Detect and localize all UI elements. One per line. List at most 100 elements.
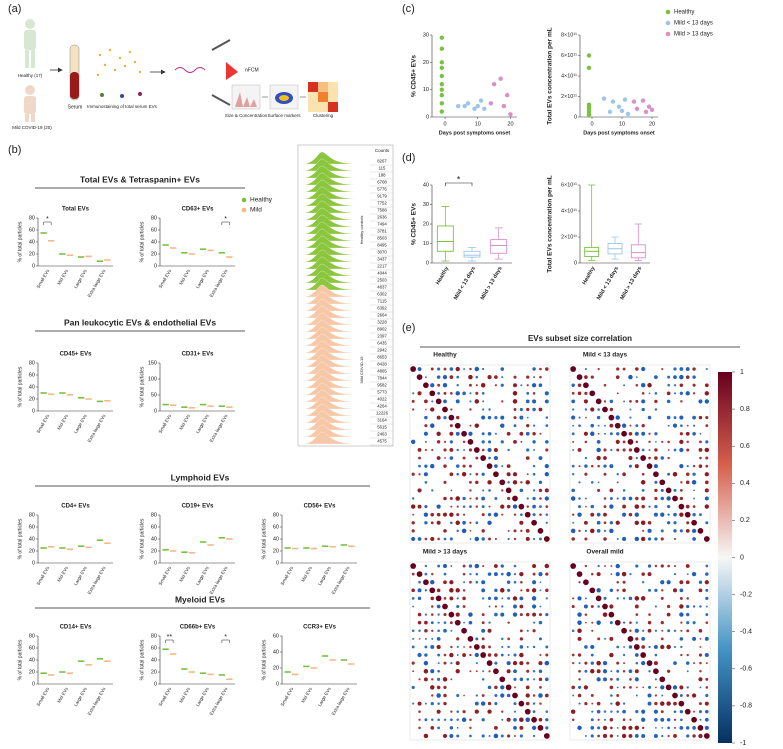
correlation-cell [475, 456, 479, 460]
section-title: Lymphoid EVs [171, 472, 230, 482]
size-histogram [301, 263, 356, 277]
correlation-cell [596, 660, 601, 666]
correlation-cell [512, 383, 518, 388]
count-label: 5773 [377, 390, 387, 395]
correlation-cell [647, 383, 652, 388]
correlation-cell [661, 694, 664, 697]
chart-title: CD4+ EVs [61, 504, 90, 510]
correlation-cell [679, 496, 684, 501]
correlation-cell [590, 464, 594, 468]
correlation-cell [680, 629, 683, 632]
correlation-cell [616, 473, 619, 476]
correlation-cell [436, 604, 441, 609]
matrix-title: Mild < 13 days [583, 352, 628, 359]
correlation-cell [545, 448, 549, 452]
correlation-cell [469, 505, 472, 508]
correlation-cell [436, 693, 441, 698]
correlation-cell [501, 597, 504, 600]
correlation-cell [525, 717, 531, 723]
correlation-cell [693, 662, 696, 665]
correlation-cell [603, 505, 607, 509]
correlation-cell [506, 661, 511, 666]
correlation-cell [417, 367, 422, 371]
correlation-cell [659, 676, 666, 683]
box [436, 225, 454, 252]
correlation-cell [628, 669, 633, 674]
x-tick-label: Extra large EVs [331, 565, 351, 595]
correlation-cell [704, 447, 710, 453]
correlation-cell [469, 645, 472, 649]
correlation-cell [614, 422, 621, 429]
correlation-cell [456, 472, 460, 476]
y-tick-label: 40 [273, 649, 279, 655]
correlation-cell [684, 511, 691, 518]
correlation-cell [506, 580, 511, 584]
correlation-cell [635, 637, 639, 641]
correlation-cell [616, 726, 619, 729]
correlation-cell [622, 725, 627, 730]
correlation-cell [578, 505, 582, 509]
y-tick-label: 20 [273, 548, 279, 554]
correlation-cell [500, 440, 504, 444]
correlation-cell [608, 414, 615, 421]
correlation-cell [686, 448, 690, 452]
correlation-cell [533, 376, 536, 379]
correlation-cell [481, 580, 486, 585]
correlation-cell [412, 408, 415, 411]
x-tick-label: Mid EVs [56, 686, 69, 704]
y-axis-label: % of total particles [261, 518, 267, 559]
correlation-cell [417, 652, 422, 658]
correlation-cell [431, 718, 434, 721]
correlation-cell [646, 463, 653, 469]
correlation-cell [704, 504, 709, 509]
correlation-cell [697, 725, 704, 731]
correlation-cell [437, 621, 440, 624]
correlation-cell [596, 455, 601, 461]
significance-bracket [445, 182, 473, 186]
point [586, 112, 592, 118]
correlation-cell [699, 670, 702, 673]
correlation-cell [418, 473, 421, 476]
y-tick-label: 20 [151, 548, 157, 554]
correlation-cell [699, 718, 702, 721]
correlation-cell [543, 733, 550, 739]
correlation-cell [533, 678, 536, 681]
correlation-cell [545, 505, 549, 508]
correlation-cell [704, 653, 709, 658]
correlation-cell [703, 536, 710, 542]
correlation-cell [526, 448, 530, 452]
correlation-cell [423, 431, 428, 436]
correlation-cell [487, 685, 492, 690]
section-title: Myeloid EVs [175, 594, 225, 604]
correlation-cell [443, 613, 447, 617]
correlation-cell [622, 512, 627, 517]
correlation-cell [469, 424, 472, 427]
correlation-cell [411, 497, 415, 500]
point [439, 46, 445, 51]
correlation-cell [487, 431, 492, 436]
correlation-cell [469, 497, 472, 500]
size-histogram [301, 326, 356, 340]
correlation-cell [661, 726, 664, 729]
significance-bracket [165, 639, 174, 643]
correlation-cell [597, 481, 600, 484]
correlation-cell [417, 537, 422, 541]
correlation-cell [456, 718, 459, 722]
count-label: 7588 [377, 208, 387, 213]
x-tick-label: Large EVs [195, 565, 210, 586]
correlation-cell [475, 472, 479, 476]
correlation-cell [603, 448, 607, 452]
correlation-cell [621, 423, 627, 428]
correlation-cell [647, 620, 652, 625]
correlation-cell [654, 408, 658, 411]
correlation-cell [653, 661, 658, 666]
correlation-cell [628, 596, 633, 601]
correlation-cell [449, 431, 454, 436]
correlation-cell [449, 440, 453, 444]
count-label: 7844 [377, 376, 387, 381]
correlation-cell [436, 520, 441, 525]
correlation-cell [506, 504, 511, 509]
correlation-cell [704, 636, 709, 641]
correlation-cell [584, 456, 588, 460]
x-tick-label: Mid EVs [56, 268, 69, 286]
